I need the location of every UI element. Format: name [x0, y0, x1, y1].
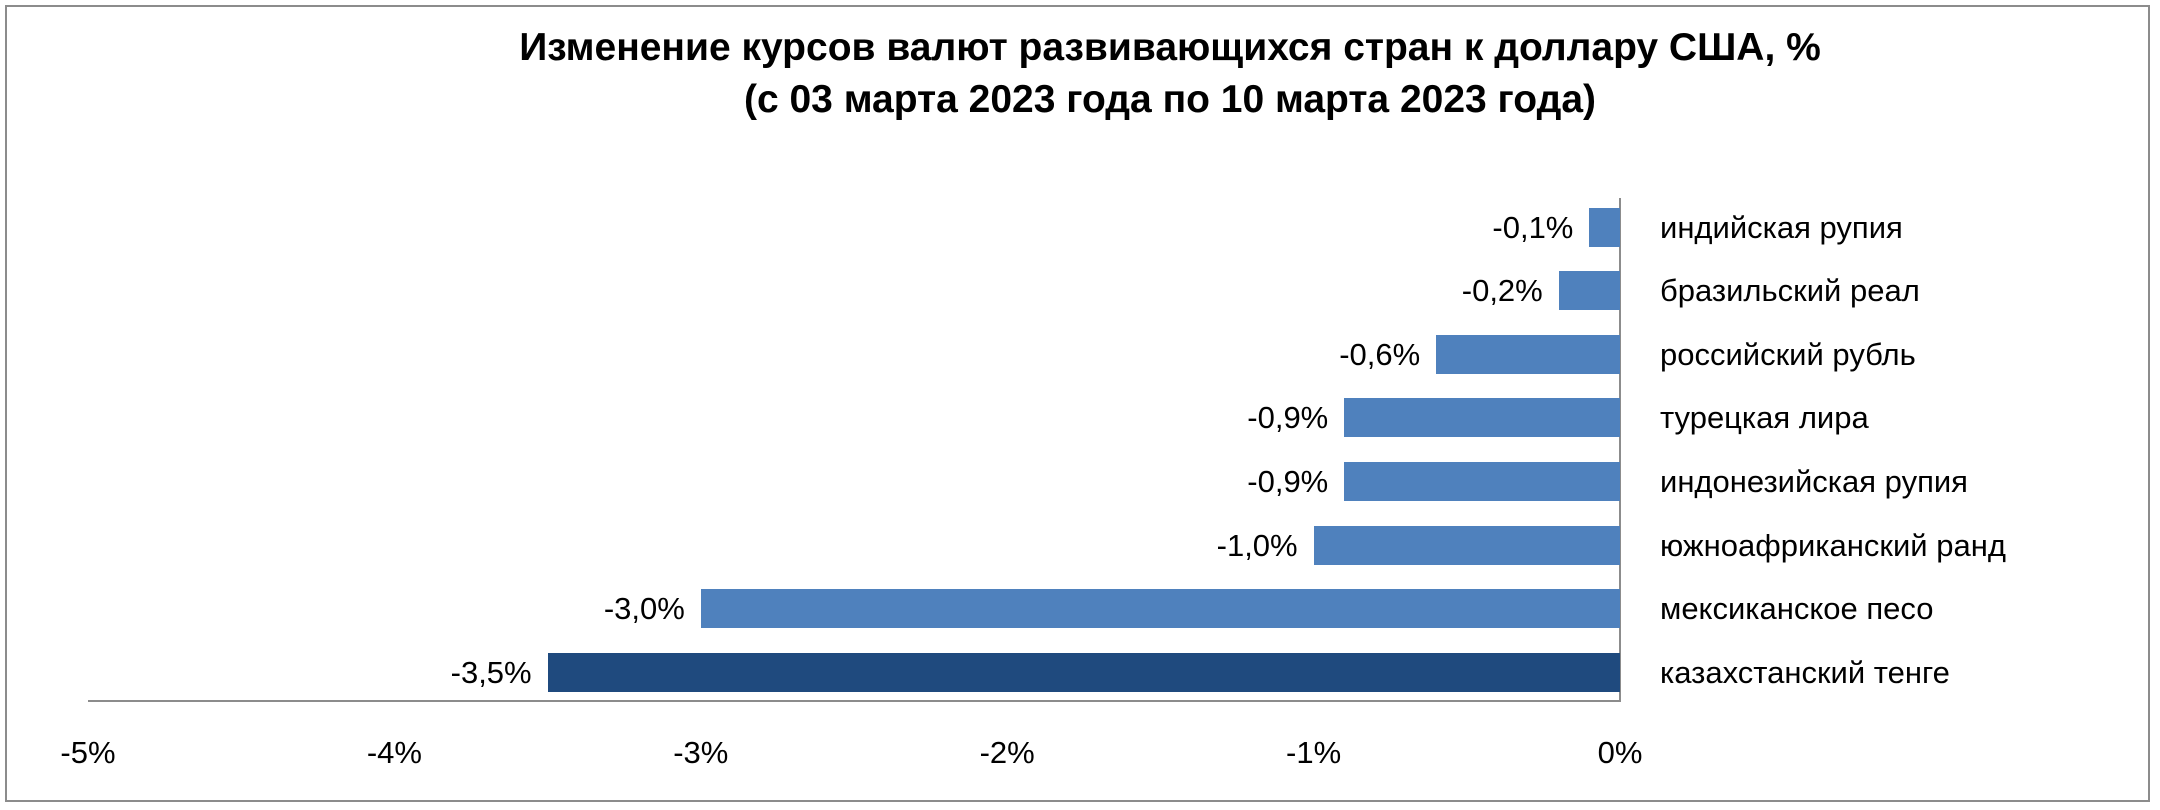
- bar: [1589, 208, 1620, 247]
- data-label: -0,1%: [1492, 210, 1574, 245]
- data-label: -0,9%: [1247, 464, 1329, 499]
- bar: [1558, 271, 1620, 310]
- data-label: -3,5%: [450, 655, 532, 690]
- chart-title: Изменение курсов валют развивающихся стр…: [90, 22, 2160, 126]
- bar: [700, 589, 1620, 628]
- x-tick-label: -2%: [979, 735, 1035, 770]
- x-tick-label: -3%: [673, 735, 729, 770]
- data-label: -1,0%: [1216, 528, 1298, 563]
- category-label: индийская рупия: [1660, 210, 1903, 245]
- bar: [1344, 462, 1620, 501]
- x-tick-label: -1%: [1286, 735, 1342, 770]
- bar: [1436, 335, 1620, 374]
- chart-frame: [5, 5, 2150, 802]
- x-tick-label: -4%: [366, 735, 422, 770]
- category-label: мексиканское песо: [1660, 591, 1934, 626]
- x-tick-label: -5%: [60, 735, 116, 770]
- data-label: -0,6%: [1339, 337, 1421, 372]
- data-label: -0,2%: [1461, 273, 1543, 308]
- category-label: бразильский реал: [1660, 273, 1920, 308]
- horizontal-axis: [88, 700, 1621, 702]
- x-tick-label: 0%: [1597, 735, 1643, 770]
- data-label: -0,9%: [1247, 400, 1329, 435]
- bar: [547, 653, 1620, 692]
- chart-title-line2: (с 03 марта 2023 года по 10 марта 2023 г…: [743, 78, 1597, 121]
- category-label: казахстанский тенге: [1660, 655, 1950, 690]
- category-label: южноафриканский ранд: [1660, 528, 2006, 563]
- category-label: индонезийская рупия: [1660, 464, 1968, 499]
- data-label: -3,0%: [603, 591, 685, 626]
- bar: [1344, 398, 1620, 437]
- category-label: турецкая лира: [1660, 400, 1869, 435]
- bar: [1313, 526, 1620, 565]
- category-label: российский рубль: [1660, 337, 1916, 372]
- vertical-axis: [1619, 198, 1621, 701]
- chart-title-line1: Изменение курсов валют развивающихся стр…: [519, 26, 1821, 69]
